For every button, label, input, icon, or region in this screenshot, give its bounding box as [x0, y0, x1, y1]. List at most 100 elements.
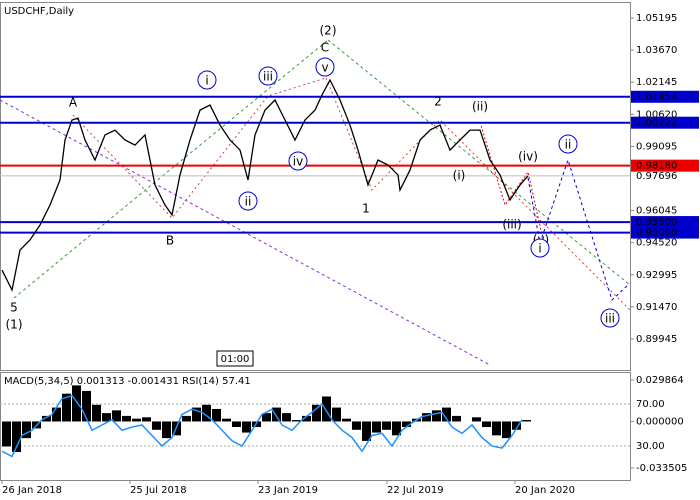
wave-label: 1 — [362, 202, 370, 216]
macd-bar — [502, 421, 511, 439]
y-tick-label: 0.94520 — [636, 238, 677, 249]
level-label: 1.00222 — [636, 118, 677, 129]
y-tick-label: 0.96045 — [636, 206, 677, 217]
macd-bar — [392, 421, 401, 436]
macd-bar — [362, 421, 371, 441]
macd-bar — [202, 404, 211, 422]
macd-bar — [322, 396, 331, 422]
red-wave — [325, 77, 631, 311]
wave-label: C — [321, 41, 329, 55]
main-frame — [0, 2, 631, 371]
wave-label: B — [166, 234, 174, 248]
wave-label: iii — [263, 70, 273, 84]
current-price-box — [631, 169, 699, 182]
macd-bar — [222, 418, 231, 422]
level-label: 0.95000 — [636, 228, 677, 239]
level-box — [631, 90, 699, 103]
macd-bar — [422, 413, 431, 422]
macd-bar — [512, 421, 521, 430]
indicator-frame — [0, 372, 631, 481]
macd-bar — [282, 413, 291, 422]
macd-bar — [12, 421, 21, 453]
y-tick-label: 1.02145 — [636, 77, 677, 88]
macd-bar — [122, 415, 131, 422]
wave-circle — [258, 66, 278, 86]
level-box — [631, 226, 699, 239]
y-tick-label: 0.000000 — [636, 416, 684, 427]
macd-bar — [372, 421, 381, 433]
level-label: 0.95500 — [636, 217, 677, 228]
level-label: 0.98180 — [636, 161, 677, 172]
macd-bar — [192, 407, 201, 422]
macd-bar — [452, 415, 461, 422]
wave-label: i — [205, 74, 208, 88]
macd-bar — [132, 418, 141, 422]
macd-bar — [472, 417, 481, 422]
x-tick-label: 26 Jan 2018 — [2, 485, 62, 496]
y-tick-label: -0.033505 — [636, 463, 687, 474]
x-tick-label: 22 Jul 2019 — [387, 485, 444, 496]
wave-label: (1) — [6, 318, 23, 332]
wave-label: ii — [565, 138, 572, 152]
y-tick-label: 0.99095 — [636, 141, 677, 152]
wave-circle — [288, 151, 308, 171]
macd-bar — [352, 421, 361, 430]
macd-bar — [342, 418, 351, 422]
macd-bar — [142, 417, 151, 422]
y-tick-label: 0.91470 — [636, 302, 677, 313]
y2-tick-label: 30.00 — [636, 441, 665, 452]
macd-bar — [272, 407, 281, 422]
rsi-line — [1, 394, 523, 458]
macd-bar — [302, 415, 311, 422]
y-tick-label: 1.03670 — [636, 45, 677, 56]
macd-bar — [112, 410, 121, 422]
macd-bar — [72, 385, 81, 422]
macd-bar — [492, 421, 501, 436]
macd-bar — [42, 415, 51, 422]
macd-bar — [232, 421, 241, 428]
macd-bar — [262, 413, 271, 422]
y-tick-label: 1.05195 — [636, 13, 677, 24]
wave-label: 2 — [434, 95, 442, 109]
y-tick-label: 0.89945 — [636, 334, 677, 345]
macd-bar — [482, 421, 491, 428]
x-tick-label: 25 Jul 2018 — [130, 485, 187, 496]
level-box — [631, 216, 699, 229]
time-box — [216, 350, 254, 367]
chart-title: USDCHF,Daily — [4, 6, 74, 17]
macd-bar — [442, 407, 451, 422]
wave-label: (ii) — [472, 100, 488, 114]
indicator-title: MACD(5,34,5) 0.001313 -0.001431 RSI(14) … — [4, 376, 251, 387]
green-trend — [13, 39, 329, 299]
level-label: 1.01454 — [636, 92, 677, 103]
wave-label: (i) — [453, 169, 466, 183]
wave-circle — [558, 134, 578, 154]
macd-bar — [102, 413, 111, 422]
wave-label: (iv) — [518, 150, 538, 164]
macd-bar — [432, 410, 441, 422]
macd-bar — [82, 390, 91, 422]
wave-label: iv — [293, 155, 303, 169]
wave-circle — [530, 238, 550, 258]
level-box — [631, 159, 699, 172]
macd-bar — [292, 420, 301, 422]
macd-bar — [332, 407, 341, 422]
wave-label: i — [538, 242, 541, 256]
wave-label: ii — [245, 195, 252, 209]
macd-bar — [22, 421, 31, 439]
macd-bar — [522, 420, 531, 422]
wave-label: (iii) — [502, 218, 521, 232]
macd-bar — [382, 421, 391, 430]
level-box — [631, 116, 699, 129]
x-tick-label: 23 Jan 2019 — [258, 485, 318, 496]
macd-bar — [402, 421, 411, 428]
macd-bar — [182, 415, 191, 422]
wave-label: (2) — [320, 24, 337, 38]
macd-bar — [92, 404, 101, 422]
wave-circle — [600, 308, 620, 328]
y-tick-label: 0.92995 — [636, 270, 677, 281]
wave-circle — [238, 191, 258, 211]
macd-bar — [212, 408, 221, 422]
